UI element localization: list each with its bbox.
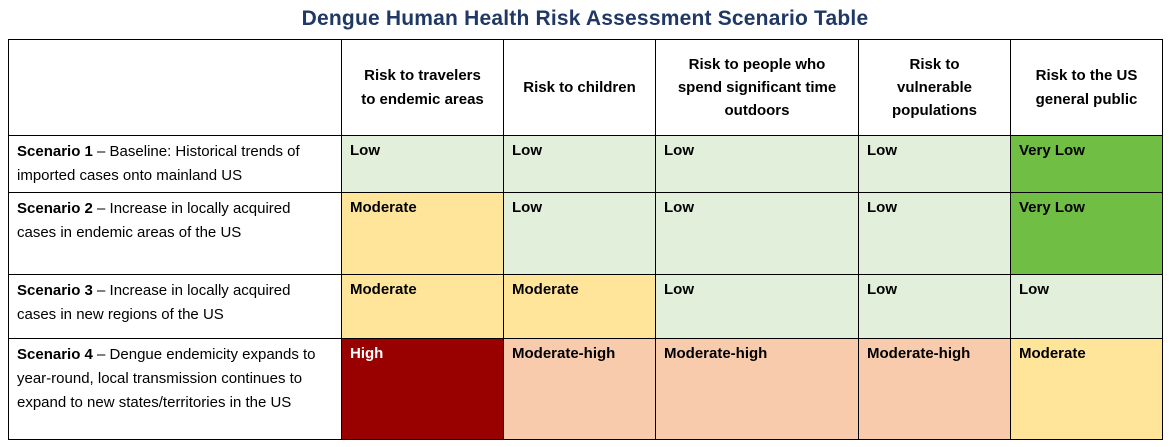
risk-cell: High <box>341 338 504 440</box>
column-header-children: Risk to children <box>503 39 656 136</box>
risk-cell: Moderate-high <box>655 338 859 440</box>
risk-cell: Very Low <box>1010 192 1163 275</box>
risk-cell: Low <box>503 192 656 275</box>
column-header-outdoors: Risk to people who spend significant tim… <box>655 39 859 136</box>
scenario-number: Scenario 2 <box>17 200 93 217</box>
risk-cell: Low <box>858 135 1011 193</box>
corner-cell <box>8 39 342 136</box>
scenario-number: Scenario 1 <box>17 143 93 160</box>
column-header-general-public: Risk to the US general public <box>1010 39 1163 136</box>
scenario-label: Scenario 1 – Baseline: Historical trends… <box>8 135 342 193</box>
risk-cell: Moderate <box>503 274 656 339</box>
scenario-label: Scenario 2 – Increase in locally acquire… <box>8 192 342 275</box>
table-row: Scenario 4 – Dengue endemicity expands t… <box>8 338 1163 440</box>
risk-cell: Low <box>341 135 504 193</box>
scenario-label: Scenario 3 – Increase in locally acquire… <box>8 274 342 339</box>
table-row: Scenario 3 – Increase in locally acquire… <box>8 274 1163 339</box>
column-header-vulnerable: Risk to vulnerable populations <box>858 39 1011 136</box>
risk-cell: Low <box>858 274 1011 339</box>
page-title: Dengue Human Health Risk Assessment Scen… <box>301 7 869 30</box>
scenario-label: Scenario 4 – Dengue endemicity expands t… <box>8 338 342 440</box>
risk-cell: Moderate <box>1010 338 1163 440</box>
risk-cell: Low <box>655 274 859 339</box>
risk-cell: Low <box>858 192 1011 275</box>
risk-cell: Moderate-high <box>858 338 1011 440</box>
risk-cell: Moderate <box>341 274 504 339</box>
table-row: Scenario 1 – Baseline: Historical trends… <box>8 135 1163 193</box>
risk-cell: Low <box>503 135 656 193</box>
header-row: Risk to travelers to endemic areas Risk … <box>8 39 1163 136</box>
risk-cell: Moderate <box>341 192 504 275</box>
risk-cell: Low <box>655 192 859 275</box>
scenario-number: Scenario 4 <box>17 346 93 363</box>
risk-cell: Moderate-high <box>503 338 656 440</box>
risk-cell: Low <box>1010 274 1163 339</box>
risk-cell: Low <box>655 135 859 193</box>
risk-assessment-table: Risk to travelers to endemic areas Risk … <box>8 39 1163 440</box>
table-row: Scenario 2 – Increase in locally acquire… <box>8 192 1163 275</box>
risk-cell: Very Low <box>1010 135 1163 193</box>
scenario-number: Scenario 3 <box>17 282 93 299</box>
column-header-travelers: Risk to travelers to endemic areas <box>341 39 504 136</box>
